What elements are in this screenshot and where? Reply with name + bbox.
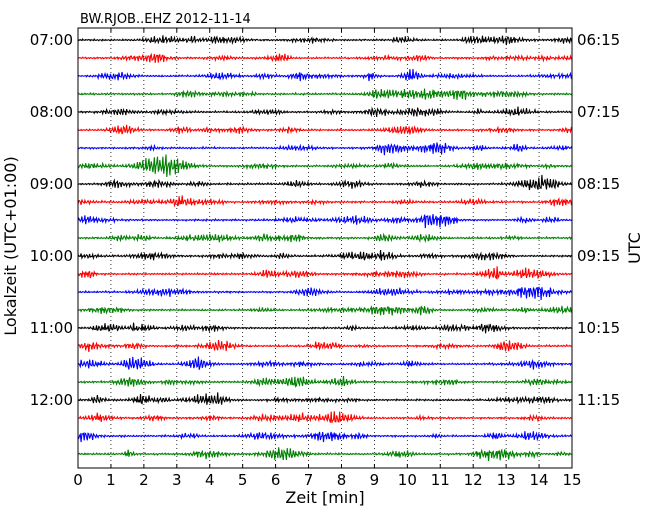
right-tick-label: 09:15 bbox=[577, 247, 620, 265]
left-axis-ticks: 07:00 08:00 09:00 10:00 11:00 12:00 bbox=[30, 31, 83, 409]
trace-line bbox=[77, 411, 573, 424]
trace-line bbox=[77, 232, 573, 244]
x-axis-ticks: 0 1 2 3 4 5 6 7 8 9 10 11 12 13 14 15 bbox=[73, 28, 582, 489]
trace-group bbox=[77, 35, 573, 462]
trace-line bbox=[77, 249, 573, 261]
trace-line bbox=[77, 447, 573, 462]
trace-line bbox=[77, 68, 573, 82]
trace-line bbox=[78, 106, 573, 118]
trace-line bbox=[77, 124, 573, 135]
x-axis-label: Zeit [min] bbox=[285, 488, 364, 507]
trace-line bbox=[77, 339, 573, 353]
x-tick-label: 11 bbox=[431, 471, 450, 489]
x-tick-label: 10 bbox=[398, 471, 417, 489]
x-tick-label: 0 bbox=[73, 471, 83, 489]
grid-lines bbox=[110, 28, 540, 468]
x-tick-label: 4 bbox=[205, 471, 215, 489]
x-tick-label: 8 bbox=[337, 471, 347, 489]
trace-line bbox=[77, 392, 573, 405]
trace-line bbox=[77, 195, 573, 208]
right-axis-ticks: 06:15 07:15 08:15 09:15 10:15 11:15 bbox=[567, 31, 620, 409]
left-tick-label: 08:00 bbox=[30, 103, 73, 121]
trace-line bbox=[77, 154, 573, 177]
x-tick-label: 3 bbox=[172, 471, 182, 489]
trace-line bbox=[77, 266, 573, 280]
trace-line bbox=[77, 142, 573, 156]
trace-line bbox=[77, 356, 573, 370]
right-tick-label: 10:15 bbox=[577, 319, 620, 337]
trace-line bbox=[77, 52, 572, 63]
x-tick-label: 14 bbox=[530, 471, 549, 489]
trace-line bbox=[77, 304, 573, 316]
trace-line bbox=[77, 375, 573, 388]
x-tick-label: 7 bbox=[304, 471, 314, 489]
x-tick-label: 13 bbox=[497, 471, 516, 489]
left-tick-label: 09:00 bbox=[30, 175, 73, 193]
x-tick-label: 2 bbox=[139, 471, 149, 489]
left-tick-label: 10:00 bbox=[30, 247, 73, 265]
left-axis-label: Lokalzeit (UTC+01:00) bbox=[1, 156, 20, 335]
right-tick-label: 06:15 bbox=[577, 31, 620, 49]
left-tick-label: 12:00 bbox=[30, 391, 73, 409]
trace-line bbox=[77, 322, 573, 334]
left-tick-label: 11:00 bbox=[30, 319, 73, 337]
trace-line bbox=[77, 174, 573, 191]
x-tick-label: 12 bbox=[464, 471, 483, 489]
x-tick-label: 5 bbox=[238, 471, 248, 489]
chart-title: BW.RJOB..EHZ 2012-11-14 bbox=[80, 12, 251, 27]
right-axis-label: UTC bbox=[625, 232, 644, 264]
right-tick-label: 11:15 bbox=[577, 391, 620, 409]
right-tick-label: 07:15 bbox=[577, 103, 620, 121]
x-tick-label: 6 bbox=[271, 471, 281, 489]
x-tick-label: 9 bbox=[370, 471, 380, 489]
plot-frame bbox=[77, 27, 573, 469]
trace-line bbox=[77, 214, 573, 229]
trace-line bbox=[77, 286, 573, 300]
trace-line bbox=[77, 431, 573, 443]
left-tick-label: 07:00 bbox=[30, 31, 73, 49]
trace-line bbox=[77, 35, 573, 46]
x-tick-label: 1 bbox=[106, 471, 116, 489]
x-tick-label: 15 bbox=[562, 471, 581, 489]
trace-line bbox=[77, 88, 573, 100]
right-tick-label: 08:15 bbox=[577, 175, 620, 193]
